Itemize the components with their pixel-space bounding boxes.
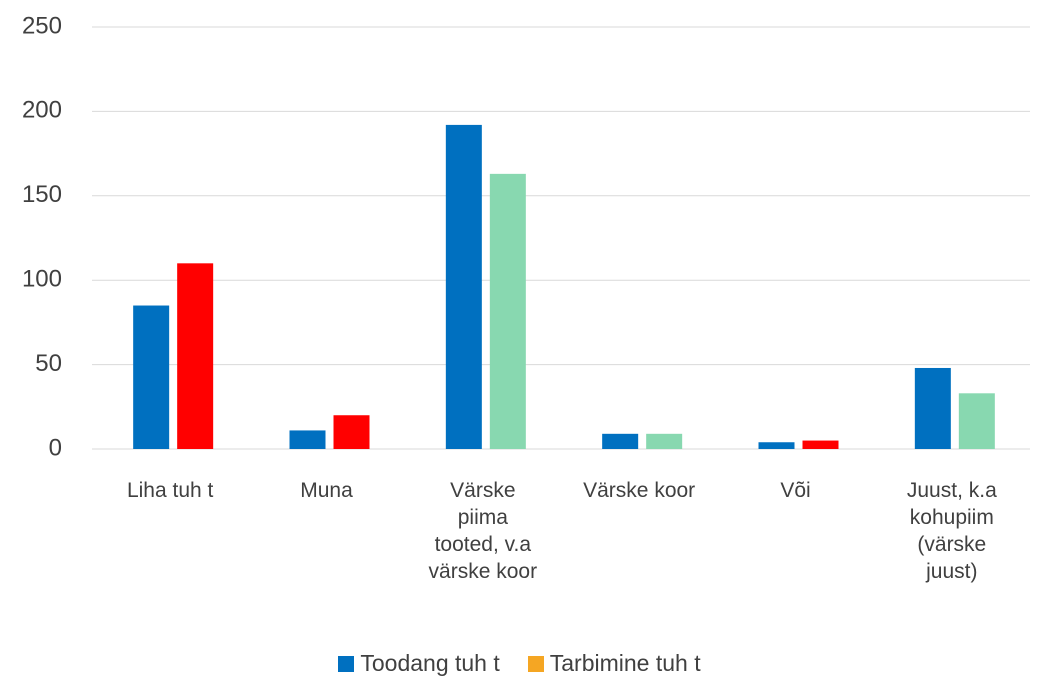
y-tick-label: 250 [22,12,62,39]
legend: Toodang tuh t Tarbimine tuh t [0,650,1039,677]
x-tick-label: Värske piima tooted, v.a värske koor [428,479,538,583]
y-tick-label: 200 [22,97,62,124]
x-tick-label: Liha tuh t [126,479,214,502]
bar [914,367,951,449]
legend-item: Toodang tuh t [338,650,500,677]
bar [445,124,482,450]
bar [133,305,170,449]
legend-swatch [527,656,544,672]
legend-swatch [338,656,355,672]
bar [489,173,526,449]
bar [289,430,326,449]
bar [802,440,839,449]
bar [602,433,639,449]
y-tick-label: 50 [35,350,62,377]
x-tick-label: Või [780,479,811,502]
bar [646,433,683,449]
legend-label: Tarbimine tuh t [549,650,701,676]
y-tick-label: 150 [22,181,62,208]
y-tick-label: 100 [22,266,62,293]
bar [333,415,370,449]
x-tick-label: Juust, k.a kohupiim (värske juust) [906,479,997,583]
bar [177,263,214,449]
x-tick-label: Värske koor [583,479,696,502]
legend-label: Toodang tuh t [360,650,500,676]
y-tick-label: 0 [49,434,62,461]
legend-item: Tarbimine tuh t [527,650,701,677]
bar [758,442,795,449]
bar [958,393,995,449]
x-tick-label: Muna [300,479,353,502]
